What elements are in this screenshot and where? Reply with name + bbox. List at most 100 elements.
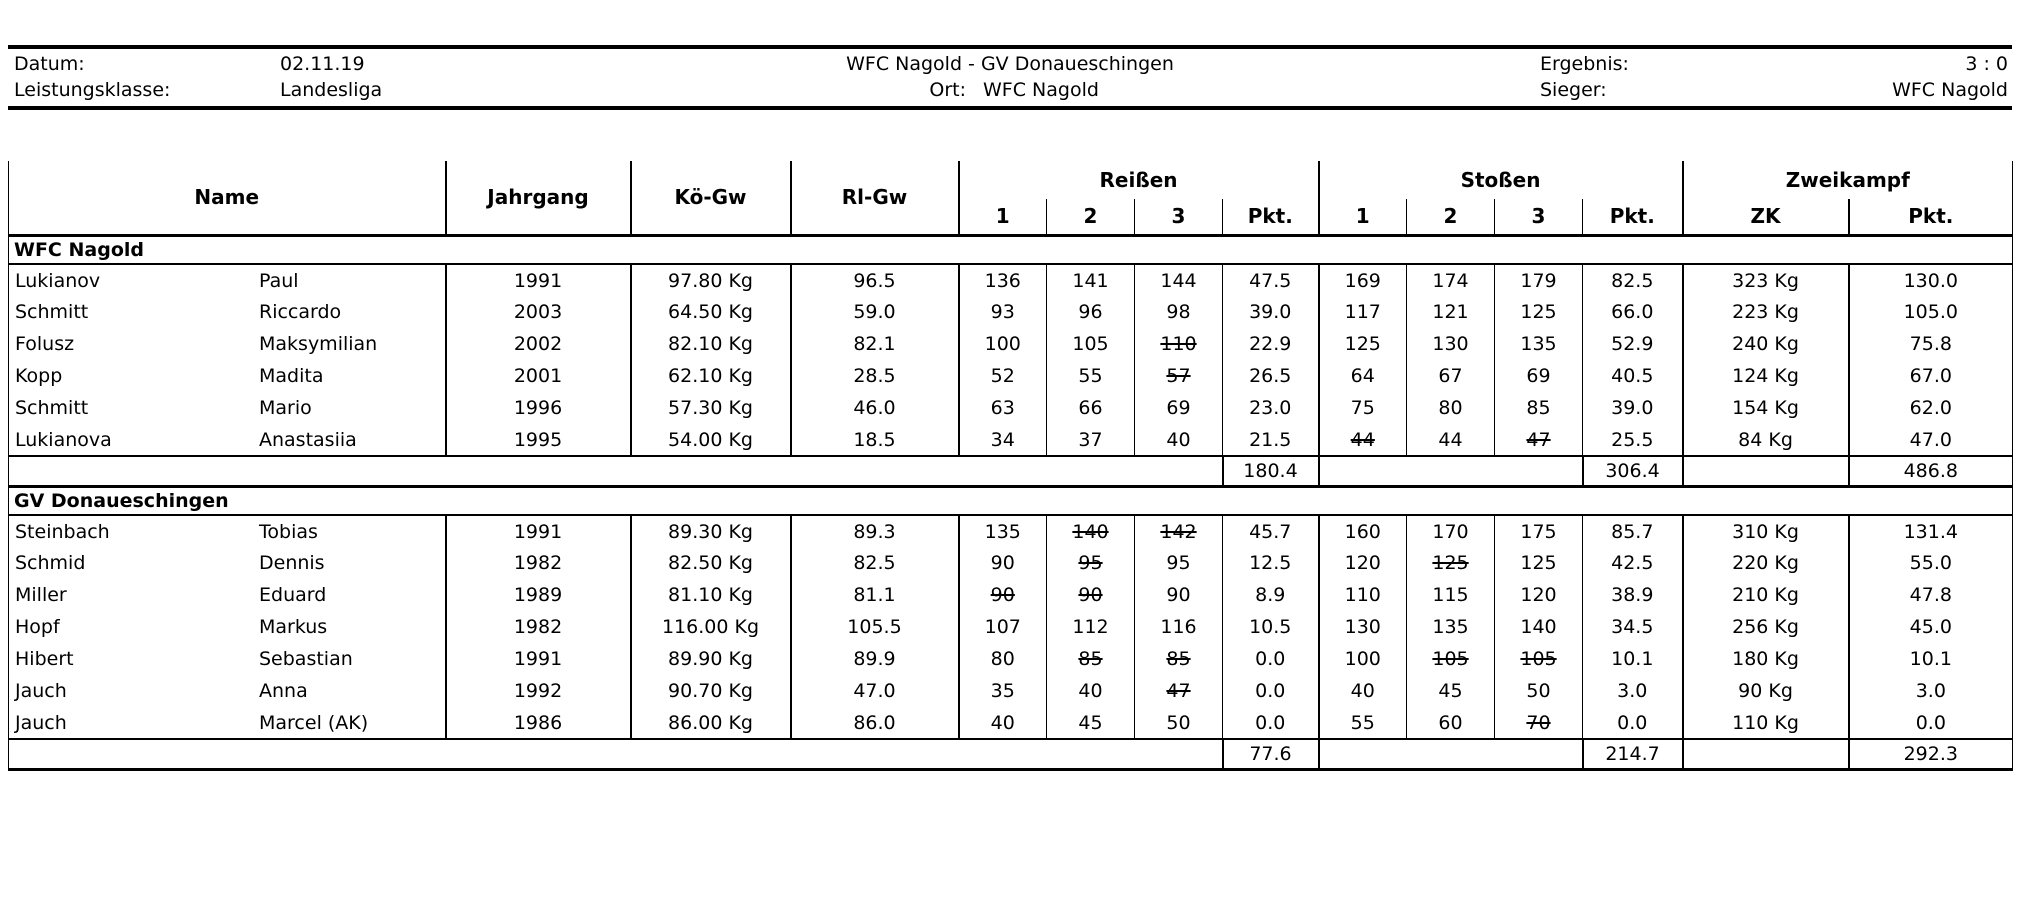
last-name: Folusz	[15, 333, 75, 355]
value-jahrgang: 1995	[513, 428, 563, 451]
last-name: Schmitt	[15, 397, 89, 419]
cell-s1: 160	[1317, 515, 1407, 547]
cell-s2: 44	[1406, 424, 1495, 456]
cell-zk: 223 Kg	[1681, 296, 1849, 328]
value-r3: 95	[1166, 552, 1191, 574]
first-name: Maksymilian	[259, 333, 378, 355]
last-name: Lukianova	[15, 428, 112, 451]
value-r3: 110	[1160, 333, 1197, 355]
last-name: Jauch	[15, 680, 67, 702]
value-s2: 170	[1432, 520, 1469, 543]
value-spkt: 66.0	[1611, 301, 1654, 323]
value-koegw: 90.70 Kg	[668, 680, 753, 702]
value-s3: 50	[1526, 680, 1551, 702]
cell-r2: 105	[1046, 328, 1135, 360]
cell-s3: 125	[1494, 547, 1583, 579]
value-s3: 125	[1520, 301, 1557, 323]
cell-zpkt: 75.8	[1847, 328, 2013, 360]
datum-label: Datum:	[14, 53, 85, 75]
cell-rlgw: 81.1	[789, 579, 959, 611]
results-table-container: Name Jahrgang Kö-Gw Rl-Gw Reißen Stoßen …	[8, 161, 2014, 771]
cell-r1: 40	[957, 707, 1047, 739]
cell-r3: 69	[1134, 392, 1223, 424]
cell-r2: 45	[1046, 707, 1135, 739]
cell-r2: 112	[1046, 611, 1135, 643]
cell-zk: 323 Kg	[1681, 264, 1849, 296]
match-title: WFC Nagold - GV Donaueschingen	[846, 53, 1174, 75]
total-zweikampf-pkt: 486.8	[1848, 455, 2013, 488]
value-s3: 47	[1526, 428, 1551, 451]
value-r3: 90	[1166, 584, 1191, 606]
totals-spacer	[8, 455, 1223, 488]
value-spkt: 39.0	[1611, 397, 1654, 419]
cell-zk: 90 Kg	[1681, 675, 1849, 707]
info-row-2: Leistungsklasse: Landesliga Ort: WFC Nag…	[8, 77, 2012, 103]
value-r2: 45	[1078, 711, 1103, 734]
value-rlgw: 18.5	[853, 428, 896, 451]
totals-row: 180.4 306.4 486.8	[8, 455, 2013, 488]
value-r1: 100	[984, 333, 1021, 355]
ergebnis-value: 3 : 0	[1965, 53, 2008, 75]
table-row: Schmid Dennis 1982 82.50 Kg 82.5 90 95 95 12.5 12…	[9, 547, 2013, 579]
value-r2: 112	[1072, 616, 1109, 638]
cell-r1: 35	[957, 675, 1047, 707]
value-s3: 175	[1520, 520, 1557, 543]
table-row: Steinbach Tobias 1991 89.30 Kg 89.3 135 140 142…	[9, 515, 2013, 547]
cell-koegw: 89.90 Kg	[629, 643, 791, 675]
cell-r3: 98	[1134, 296, 1223, 328]
first-name: Dennis	[259, 552, 325, 574]
cell-koegw: 81.10 Kg	[629, 579, 791, 611]
value-s2: 115	[1432, 584, 1469, 606]
cell-name: Hopf Markus	[9, 611, 446, 643]
value-r1: 63	[990, 397, 1015, 419]
cell-rlgw: 105.5	[789, 611, 959, 643]
value-koegw: 82.10 Kg	[668, 333, 753, 355]
value-rpkt: 10.5	[1249, 616, 1292, 638]
cell-zk: 124 Kg	[1681, 360, 1849, 392]
cell-koegw: 97.80 Kg	[629, 264, 791, 296]
value-rpkt: 26.5	[1249, 365, 1292, 387]
cell-rlgw: 47.0	[789, 675, 959, 707]
cell-s1: 40	[1317, 675, 1407, 707]
cell-rpkt: 45.7	[1221, 515, 1319, 547]
cell-zpkt: 10.1	[1847, 643, 2013, 675]
last-name: Schmitt	[15, 301, 89, 323]
cell-r2: 96	[1046, 296, 1135, 328]
first-name: Riccardo	[259, 301, 342, 323]
cell-s3: 50	[1494, 675, 1583, 707]
value-koegw: 81.10 Kg	[668, 584, 753, 606]
cell-s1: 130	[1317, 611, 1407, 643]
value-s1: 55	[1350, 711, 1375, 734]
cell-r1: 63	[957, 392, 1047, 424]
value-spkt: 85.7	[1611, 520, 1654, 543]
value-zk: 110 Kg	[1732, 711, 1799, 734]
value-r2: 105	[1072, 333, 1109, 355]
header-koegw: Kö-Gw	[629, 161, 791, 237]
value-rlgw: 86.0	[853, 711, 896, 734]
cell-koegw: 62.10 Kg	[629, 360, 791, 392]
value-zk: 256 Kg	[1732, 616, 1799, 638]
value-s2: 135	[1432, 616, 1469, 638]
value-s1: 125	[1344, 333, 1381, 355]
value-zpkt: 131.4	[1903, 520, 1958, 543]
last-name: Hibert	[15, 648, 74, 670]
value-s3: 179	[1520, 269, 1557, 292]
cell-name: Miller Eduard	[9, 579, 446, 611]
value-spkt: 38.9	[1611, 584, 1654, 606]
cell-rpkt: 10.5	[1221, 611, 1319, 643]
first-name: Sebastian	[259, 648, 353, 670]
cell-name: Lukianova Anastasiia	[9, 424, 446, 456]
cell-koegw: 86.00 Kg	[629, 707, 791, 739]
value-koegw: 64.50 Kg	[668, 301, 753, 323]
cell-s3: 85	[1494, 392, 1583, 424]
sieger-value: WFC Nagold	[1892, 79, 2008, 101]
cell-r1: 93	[957, 296, 1047, 328]
table-row: Hopf Markus 1982 116.00 Kg 105.5 107 112 116 10.…	[9, 611, 2013, 643]
cell-name: Folusz Maksymilian	[9, 328, 446, 360]
cell-s2: 121	[1406, 296, 1495, 328]
value-koegw: 89.30 Kg	[668, 520, 753, 543]
cell-s1: 169	[1317, 264, 1407, 296]
value-s1: 64	[1350, 365, 1375, 387]
cell-rpkt: 0.0	[1221, 675, 1319, 707]
